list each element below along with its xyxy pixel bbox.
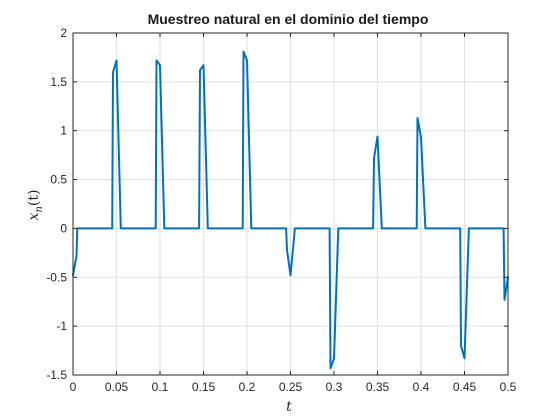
series-line bbox=[72, 50, 509, 370]
y-tick-label: -1 bbox=[56, 319, 67, 333]
x-tick-label: 0.15 bbox=[192, 380, 216, 394]
y-axis-label-subscript: n bbox=[34, 206, 45, 212]
axis-ticks: 0 0.05 0.1 0.15 0.2 0.25 0.3 0.35 0.4 0.45 0.5 -1.5… bbox=[46, 26, 516, 394]
y-tick-label: -1.5 bbox=[46, 368, 67, 382]
x-tick-label: 0.25 bbox=[279, 380, 303, 394]
x-tick-label: 0 bbox=[70, 380, 77, 394]
x-tick-label: 0.3 bbox=[326, 380, 343, 394]
x-tick-label: 0.45 bbox=[453, 380, 477, 394]
series-layer bbox=[72, 50, 509, 370]
y-tick-label: 1.5 bbox=[50, 75, 67, 89]
y-axis-label: xn(t) bbox=[26, 190, 45, 221]
y-axis-label-base: x bbox=[26, 212, 42, 220]
y-tick-label: 2 bbox=[60, 26, 67, 40]
x-tick-label: 0.4 bbox=[413, 380, 430, 394]
y-axis-label-argument: (t) bbox=[26, 190, 42, 207]
x-tick-label: 0.1 bbox=[152, 380, 169, 394]
y-tick-label: 1 bbox=[60, 124, 67, 138]
y-tick-label: 0.5 bbox=[50, 173, 67, 187]
y-tick-label: 0 bbox=[60, 221, 67, 235]
x-tick-label: 0.35 bbox=[366, 380, 390, 394]
y-tick-label: -0.5 bbox=[46, 270, 67, 284]
chart-title: Muestreo natural en el dominio del tiemp… bbox=[148, 11, 429, 27]
x-tick-label: 0.05 bbox=[105, 380, 129, 394]
x-axis-label: t bbox=[286, 399, 292, 415]
x-tick-label: 0.5 bbox=[500, 380, 517, 394]
x-tick-label: 0.2 bbox=[239, 380, 256, 394]
